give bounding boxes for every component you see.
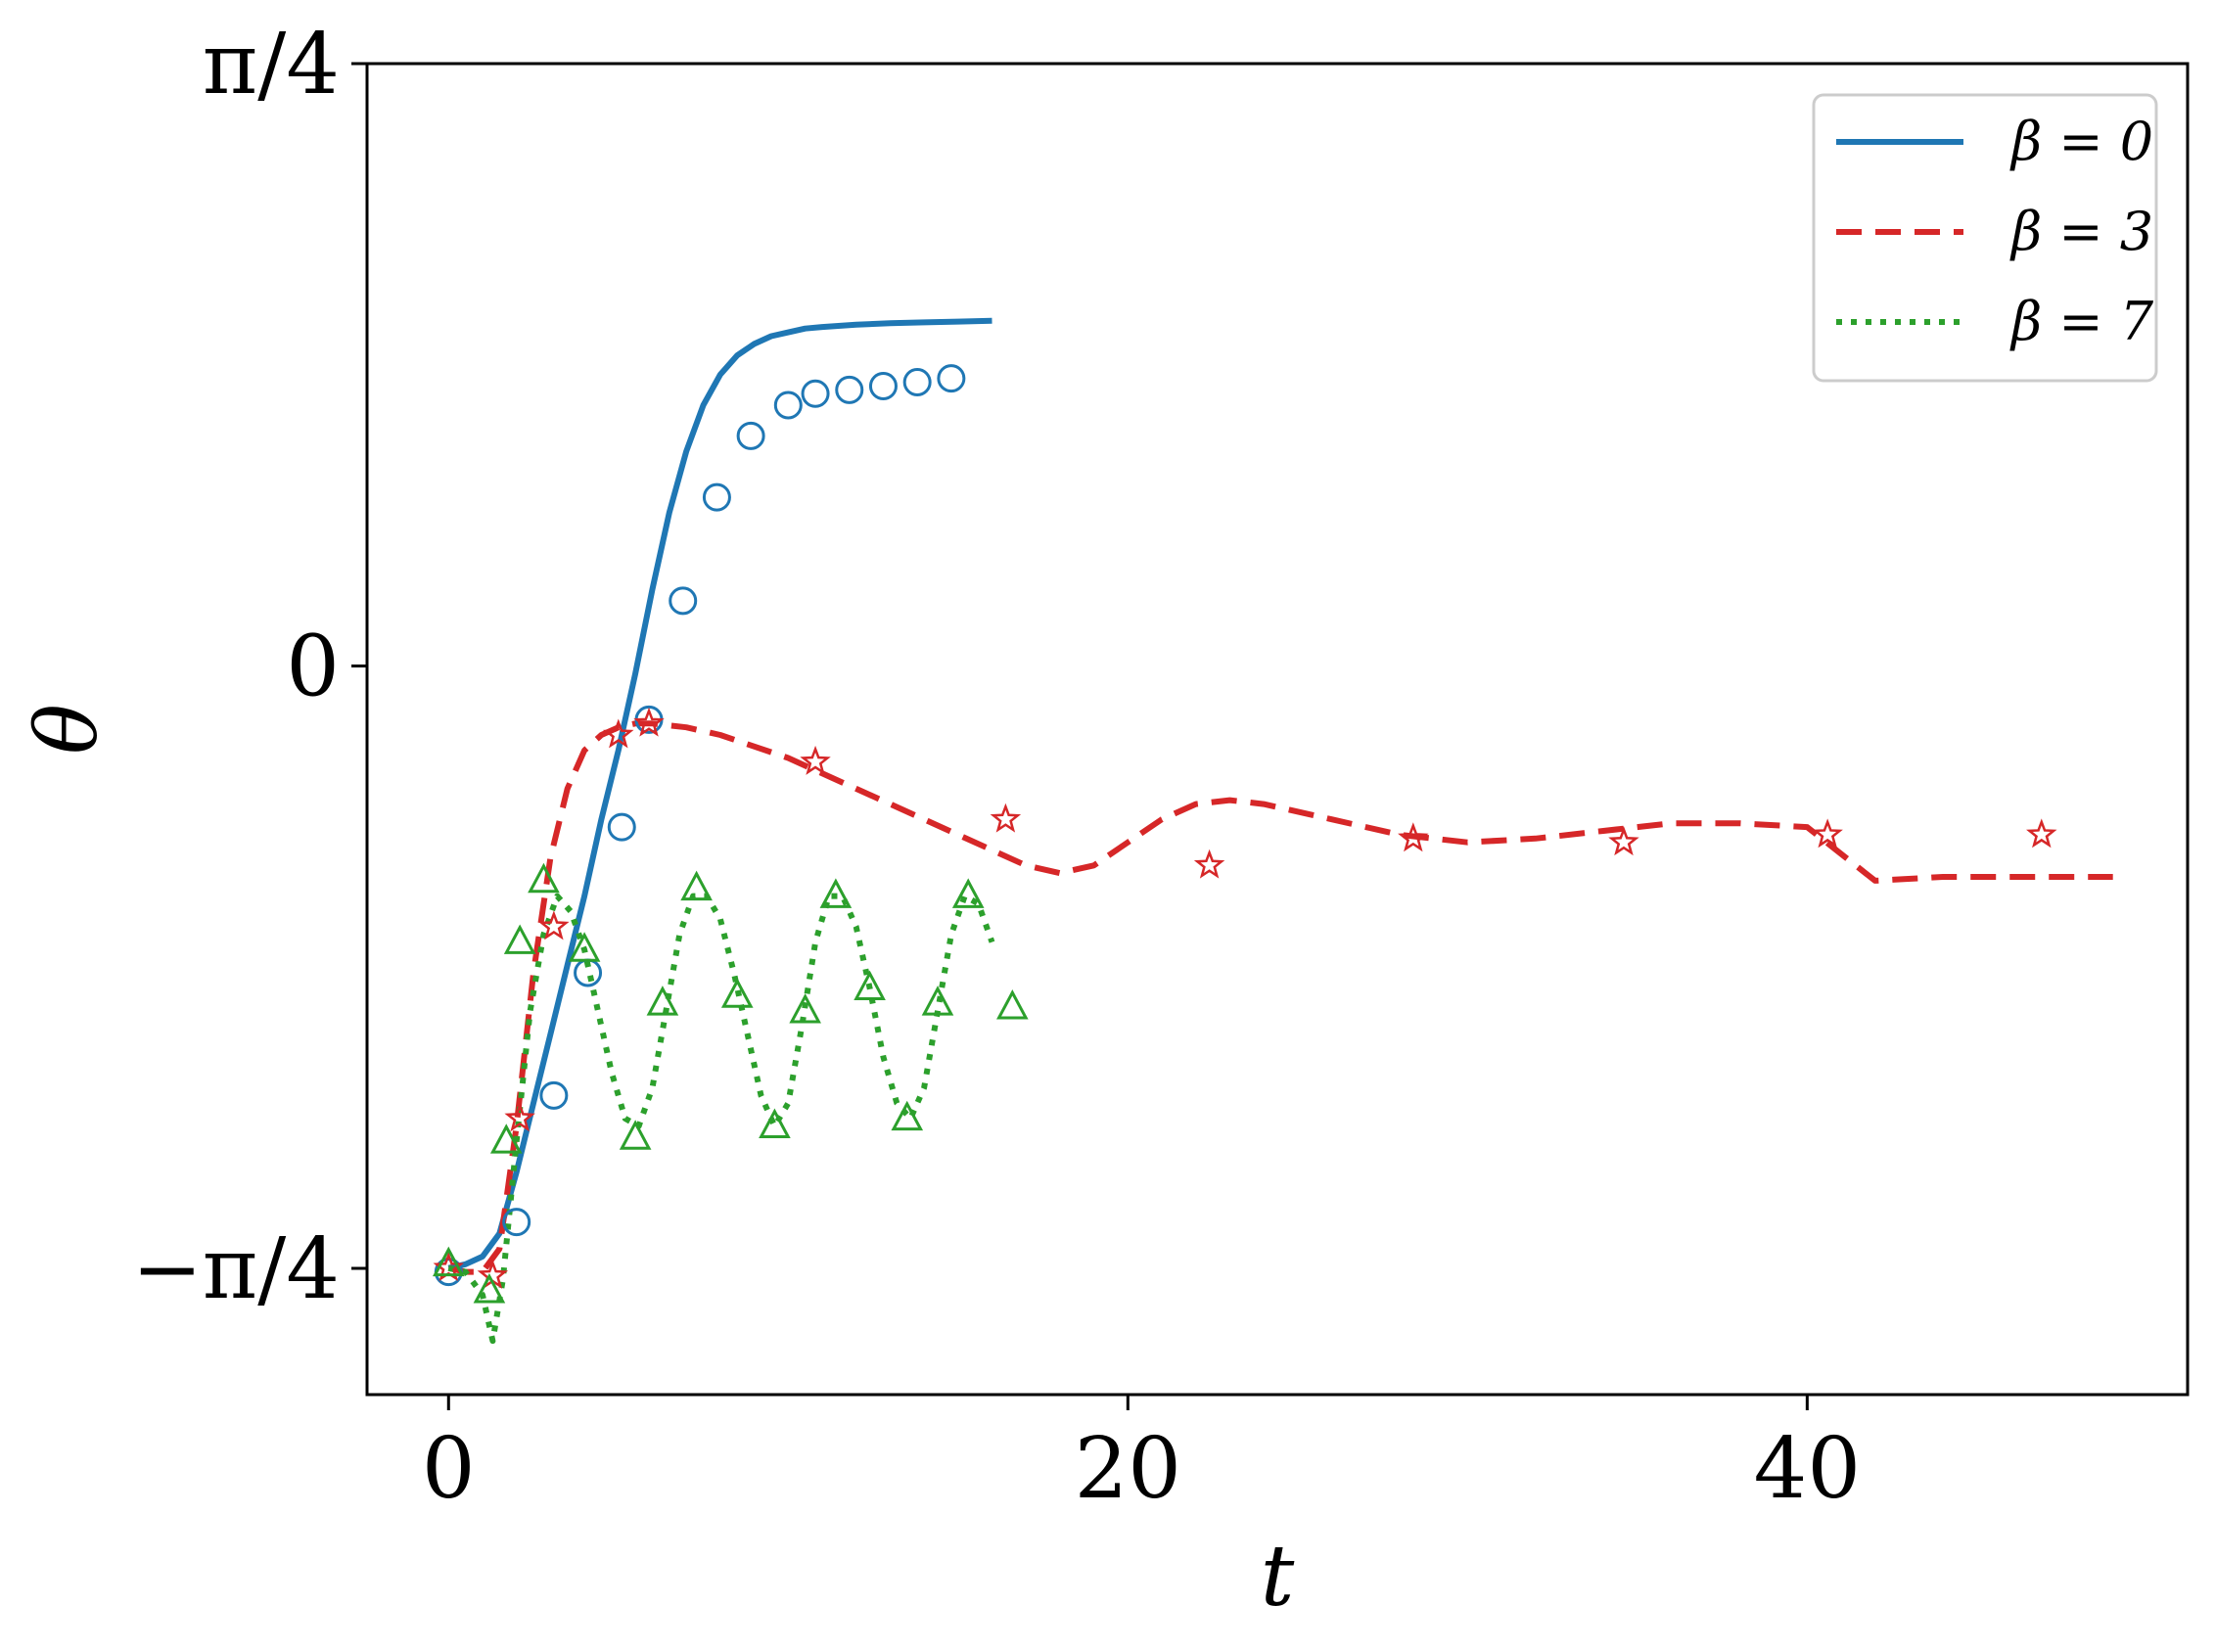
series-0-marker	[868, 371, 898, 400]
series-2-marker	[921, 986, 954, 1016]
x-axis-label: t	[1261, 1528, 1295, 1626]
series-1-marker	[1812, 818, 1843, 849]
series-1-marker	[990, 803, 1022, 833]
series-2-marker	[619, 1120, 652, 1150]
series-2-marker	[432, 1246, 465, 1277]
series-2-marker	[720, 978, 754, 1008]
series-1-marker	[504, 1102, 535, 1132]
legend-label-0: β = 0	[2009, 111, 2153, 172]
series-0-marker	[607, 812, 636, 842]
series-2-marker	[996, 989, 1029, 1020]
legend: β = 0 β = 3 β = 7	[1812, 93, 2158, 383]
series-2-marker	[646, 986, 679, 1016]
series-2-marker	[854, 970, 886, 1000]
legend-box	[1812, 93, 2158, 383]
series-2-marker	[951, 878, 985, 908]
series-1-marker	[538, 910, 570, 941]
series-2-marker	[680, 870, 713, 901]
y-tick-label: π/4	[203, 16, 340, 114]
series-line-beta-0	[447, 317, 992, 1271]
series-1-marker	[1608, 826, 1639, 856]
plot-area	[432, 317, 2113, 1345]
series-0-marker	[502, 1208, 531, 1237]
series-2-marker	[819, 878, 853, 908]
series-0-marker	[835, 375, 864, 404]
series-2-marker	[891, 1100, 924, 1131]
y-tick-label: −π/4	[132, 1220, 340, 1318]
y-axis: −π/4 0 π/4	[132, 16, 367, 1318]
series-2-marker	[789, 992, 821, 1024]
y-tick-label: 0	[286, 619, 340, 716]
series-0-marker	[669, 586, 698, 616]
series-2-marker	[489, 1124, 523, 1154]
legend-label-2: β = 7	[2009, 291, 2154, 352]
x-tick-label: 0	[422, 1420, 476, 1518]
legend-label-1: β = 3	[2009, 201, 2153, 262]
series-2-marker	[568, 932, 601, 962]
series-2-marker	[473, 1273, 506, 1304]
x-tick-label: 40	[1754, 1420, 1861, 1518]
plot-frame	[365, 62, 2190, 1397]
series-0-marker	[801, 379, 830, 408]
legend-entries: β = 0 β = 3 β = 7	[1836, 111, 2154, 352]
series-1-marker	[603, 718, 634, 749]
series-0-marker	[702, 482, 731, 512]
series-0-marker	[937, 364, 966, 393]
x-tick-label: 20	[1075, 1420, 1181, 1518]
series-0-marker	[773, 390, 803, 420]
series-1-marker	[1193, 849, 1225, 879]
y-axis-label: θ	[19, 704, 116, 755]
series-2-marker	[759, 1108, 791, 1139]
series-layer	[447, 317, 2113, 1345]
series-2-marker	[528, 862, 560, 894]
series-0-marker	[539, 1080, 569, 1110]
series-0-marker	[736, 421, 765, 450]
series-2-marker	[503, 924, 536, 954]
series-1-marker	[800, 745, 831, 775]
series-line-beta-1	[447, 720, 2113, 1275]
series-0-marker	[902, 368, 932, 397]
series-1-marker	[633, 707, 665, 737]
marker-layer	[432, 364, 2057, 1304]
series-1-marker	[2026, 818, 2057, 849]
x-axis: 0 20 40	[422, 1395, 1861, 1518]
series-1-marker	[1398, 822, 1429, 852]
